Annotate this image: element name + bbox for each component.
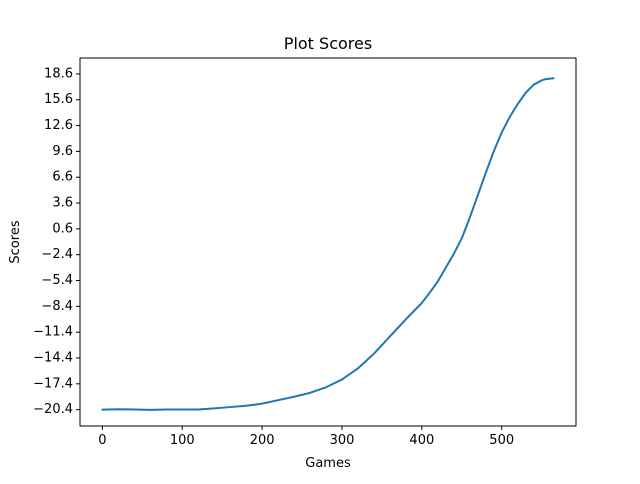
y-tick-label: 18.6: [44, 66, 73, 81]
series-line: [101, 77, 555, 411]
y-tick-label: 6.6: [52, 170, 73, 185]
x-tick-label: 200: [250, 433, 275, 448]
x-tick-label: 0: [98, 433, 106, 448]
y-tick-label: 9.6: [52, 144, 73, 159]
plot-area-frame: [79, 57, 577, 427]
y-tick-label: −11.4: [33, 325, 73, 340]
y-tick-label: 12.6: [44, 118, 73, 133]
x-tick-label: 400: [409, 433, 434, 448]
y-tick-label: −5.4: [41, 273, 73, 288]
chart-title: Plot Scores: [284, 34, 372, 53]
y-tick-label: −8.4: [41, 299, 73, 314]
y-axis: −20.4 −17.4 −14.4 −11.4 −8.4 −5.4 −2.4 0.6 3.6 6.…: [33, 66, 80, 417]
x-axis-label: Games: [305, 456, 351, 471]
x-tick-label: 300: [330, 433, 355, 448]
series-layer: [101, 77, 555, 411]
y-tick-label: −17.4: [33, 376, 73, 391]
y-tick-label: −20.4: [33, 402, 73, 417]
y-tick-label: −14.4: [33, 350, 73, 365]
y-tick-label: 3.6: [52, 196, 73, 211]
x-tick-label: 500: [489, 433, 514, 448]
y-tick-label: 0.6: [52, 221, 73, 236]
y-tick-label: −2.4: [41, 247, 73, 262]
x-tick-label: 100: [170, 433, 195, 448]
y-axis-label: Scores: [8, 220, 23, 263]
y-tick-label: 15.6: [44, 92, 73, 107]
x-axis: 0 100 200 300 400 500: [98, 426, 514, 448]
